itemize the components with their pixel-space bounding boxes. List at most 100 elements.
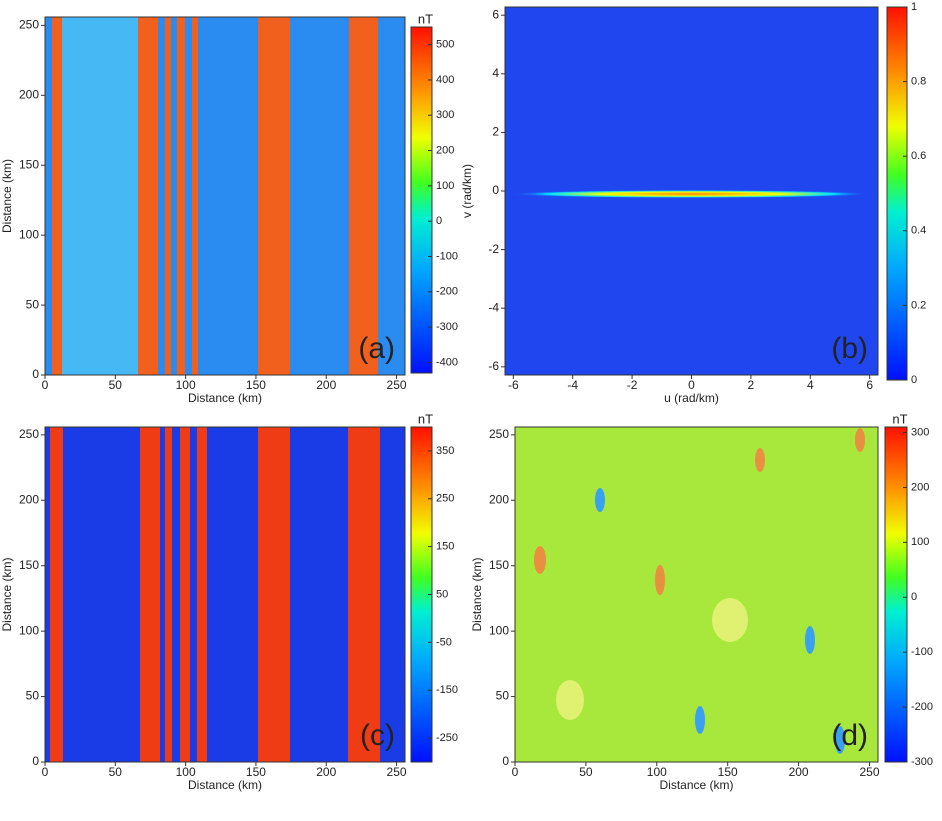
colorbar-tick-label: 0.4: [911, 225, 926, 237]
y-tick-label: 2: [492, 125, 499, 139]
field-d: [514, 426, 879, 763]
colorbar-tick-label: 350: [436, 445, 454, 457]
colorbar-label: nT: [418, 411, 433, 426]
colorbar-tick-label: 0.8: [911, 76, 926, 88]
y-axis-label: Distance (km): [470, 557, 484, 631]
x-tick-label: -2: [627, 378, 638, 392]
colorbar-tick-label: -300: [436, 321, 458, 333]
y-tick-label: 250: [19, 18, 39, 32]
x-tick-label: 150: [718, 765, 738, 779]
y-tick-label: 250: [19, 427, 39, 441]
panel-label: (a): [358, 332, 395, 365]
x-tick-label: 250: [387, 378, 407, 392]
y-tick-label: 4: [492, 66, 499, 80]
colorbar-tick-label: -400: [436, 356, 458, 368]
x-tick-label: 0: [42, 765, 49, 779]
colorbar-tick-label: 300: [911, 426, 929, 438]
colorbar-tick-label: 250: [436, 493, 454, 505]
x-tick-label: -4: [567, 378, 578, 392]
x-tick-label: -6: [508, 378, 519, 392]
colorbar-tick-label: 300: [436, 109, 454, 121]
colorbar-tick-label: 0.6: [911, 150, 926, 162]
colorbar-tick-label: 150: [436, 541, 454, 553]
y-tick-label: 150: [489, 558, 509, 572]
colorbar-tick-label: 200: [911, 481, 929, 493]
y-tick-label: 0: [502, 754, 509, 768]
x-axis-label: Distance (km): [188, 778, 262, 792]
y-tick-label: 200: [19, 492, 39, 506]
y-axis-label: Distance (km): [0, 557, 14, 631]
panel-label: (b): [831, 332, 868, 365]
colorbar-tick-label: -200: [436, 286, 458, 298]
colorbar-label: nT: [418, 11, 433, 26]
colorbar-tick-label: -150: [436, 684, 458, 696]
colorbar-tick-label: 400: [436, 74, 454, 86]
y-tick-label: 0: [492, 183, 499, 197]
colorbar-tick-label: 100: [436, 180, 454, 192]
x-tick-label: 0: [688, 378, 695, 392]
colorbar-tick-label: -300: [911, 756, 933, 768]
x-axis-label: Distance (km): [188, 391, 262, 405]
y-tick-label: 100: [19, 227, 39, 241]
y-tick-label: -6: [488, 359, 499, 373]
field-b: [504, 6, 879, 376]
y-tick-label: 50: [496, 689, 510, 703]
field-a: [44, 16, 406, 376]
y-tick-label: -2: [488, 242, 499, 256]
colorbar-tick-label: 500: [436, 39, 454, 51]
y-tick-label: 6: [492, 7, 499, 21]
x-tick-label: 0: [512, 765, 519, 779]
x-tick-label: 200: [316, 378, 336, 392]
x-tick-label: 50: [579, 765, 593, 779]
colorbar-tick-label: 0.2: [911, 299, 926, 311]
colorbar-tick-label: -200: [911, 701, 933, 713]
y-tick-label: 200: [19, 87, 39, 101]
panel-label: (d): [831, 719, 868, 752]
x-tick-label: 250: [859, 765, 879, 779]
x-tick-label: 2: [748, 378, 755, 392]
y-tick-label: 250: [489, 427, 509, 441]
x-tick-label: 50: [109, 765, 123, 779]
x-axis-label: u (rad/km): [664, 391, 719, 405]
x-tick-label: 250: [387, 765, 407, 779]
y-tick-label: 0: [32, 754, 39, 768]
y-tick-label: 100: [19, 623, 39, 637]
y-tick-label: 150: [19, 558, 39, 572]
colorbar-tick-label: 0: [911, 374, 917, 386]
colorbar: [886, 6, 908, 381]
colorbar: [884, 426, 908, 763]
x-tick-label: 100: [647, 765, 667, 779]
colorbar-tick-label: -250: [436, 732, 458, 744]
panel-label: (c): [360, 719, 395, 752]
x-tick-label: 6: [866, 378, 873, 392]
y-tick-label: -4: [488, 300, 499, 314]
y-tick-label: 100: [489, 623, 509, 637]
x-tick-label: 150: [246, 378, 266, 392]
x-tick-label: 100: [176, 378, 196, 392]
y-tick-label: 150: [19, 157, 39, 171]
y-axis-label: v (rad/km): [460, 164, 474, 218]
y-tick-label: 0: [32, 367, 39, 381]
colorbar-tick-label: -100: [436, 250, 458, 262]
y-axis-label: Distance (km): [0, 159, 14, 233]
y-tick-label: 50: [26, 689, 40, 703]
y-tick-label: 200: [489, 492, 509, 506]
colorbar-tick-label: 0: [911, 591, 917, 603]
x-tick-label: 4: [807, 378, 814, 392]
x-tick-label: 50: [109, 378, 123, 392]
colorbar-tick-label: 50: [436, 588, 448, 600]
x-tick-label: 150: [246, 765, 266, 779]
x-axis-label: Distance (km): [659, 778, 733, 792]
colorbar: [410, 26, 433, 374]
x-tick-label: 200: [789, 765, 809, 779]
colorbar-tick-label: 100: [911, 536, 929, 548]
field-c: [44, 426, 406, 763]
colorbar-tick-label: 0: [436, 215, 442, 227]
x-tick-label: 100: [176, 765, 196, 779]
x-tick-label: 0: [42, 378, 49, 392]
colorbar-tick-label: -100: [911, 646, 933, 658]
x-tick-label: 200: [316, 765, 336, 779]
y-tick-label: 50: [26, 297, 40, 311]
